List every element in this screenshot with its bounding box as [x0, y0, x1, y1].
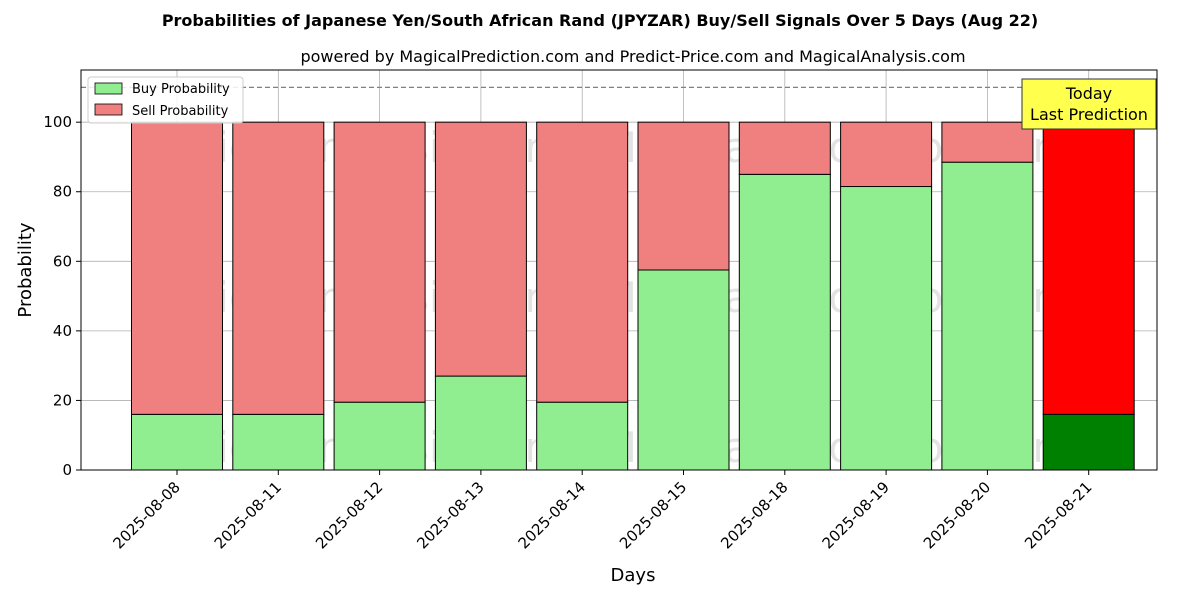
bar-buy-2025-08-14 [536, 401, 629, 471]
bar-buy-2025-08-15 [637, 269, 730, 471]
y-tick-label: 0 [62, 461, 72, 479]
y-tick-label: 40 [53, 322, 72, 340]
bar-sell-2025-08-13 [434, 121, 527, 377]
bar-sell-2025-08-18 [738, 121, 831, 175]
legend-label-buy: Buy Probability [132, 82, 230, 97]
bar-sell-2025-08-14 [536, 121, 629, 403]
annotation-line-2: Last Prediction [1030, 105, 1148, 124]
bar-buy-2025-08-19 [840, 186, 933, 471]
today-annotation: Today Last Prediction [1021, 78, 1157, 130]
x-tick-label: 2025-08-12 [312, 478, 386, 552]
y-tick-label: 60 [53, 252, 72, 270]
legend-swatch-sell [94, 103, 123, 116]
y-tick-label: 100 [43, 113, 72, 131]
x-tick-label: 2025-08-19 [819, 478, 893, 552]
annotation-line-1: Today [1065, 84, 1112, 103]
x-tick-label: 2025-08-13 [413, 478, 487, 552]
x-axis-ticks: 2025-08-08 2025-08-11 2025-08-12 2025-08-13… [109, 470, 1096, 552]
y-tick-label: 80 [53, 183, 72, 201]
bars [131, 121, 1135, 471]
bar-sell-2025-08-21 [1042, 121, 1135, 415]
bar-sell-2025-08-12 [333, 121, 426, 403]
chart-title: Probabilities of Japanese Yen/South Afri… [162, 11, 1038, 30]
bar-buy-2025-08-12 [333, 401, 426, 471]
x-tick-label: 2025-08-11 [211, 478, 285, 552]
bar-buy-2025-08-20 [941, 161, 1034, 471]
bar-sell-2025-08-08 [131, 121, 223, 415]
x-tick-label: 2025-08-21 [1021, 478, 1095, 552]
legend-box [87, 76, 244, 124]
x-tick-label: 2025-08-18 [717, 478, 791, 552]
bar-buy-2025-08-21 [1042, 413, 1135, 471]
x-axis-label: Days [611, 565, 656, 586]
annotation-box [1021, 78, 1157, 130]
x-tick-label: 2025-08-20 [920, 478, 994, 552]
plot-frame [80, 69, 1158, 471]
x-tick-label: 2025-08-14 [515, 478, 589, 552]
x-tick-label: 2025-08-15 [616, 478, 690, 552]
chart-subtitle: powered by MagicalPrediction.com and Pre… [300, 47, 965, 66]
bar-sell-2025-08-19 [840, 121, 933, 188]
bar-buy-2025-08-13 [434, 375, 527, 471]
bar-buy-2025-08-18 [738, 173, 831, 471]
y-axis-ticks: 0 20 40 60 80 100 [43, 113, 81, 479]
bar-sell-2025-08-20 [941, 121, 1034, 163]
bar-buy-2025-08-11 [232, 413, 325, 471]
legend-swatch-buy [94, 82, 123, 95]
bar-sell-2025-08-15 [637, 121, 730, 271]
legend-label-sell: Sell Probability [132, 104, 229, 119]
legend: Buy Probability Sell Probability [87, 76, 244, 124]
bar-sell-2025-08-11 [232, 121, 325, 415]
y-tick-label: 20 [53, 391, 72, 409]
x-tick-label: 2025-08-08 [109, 478, 183, 552]
bar-buy-2025-08-08 [131, 413, 223, 471]
y-axis-label: Probability [15, 222, 36, 317]
